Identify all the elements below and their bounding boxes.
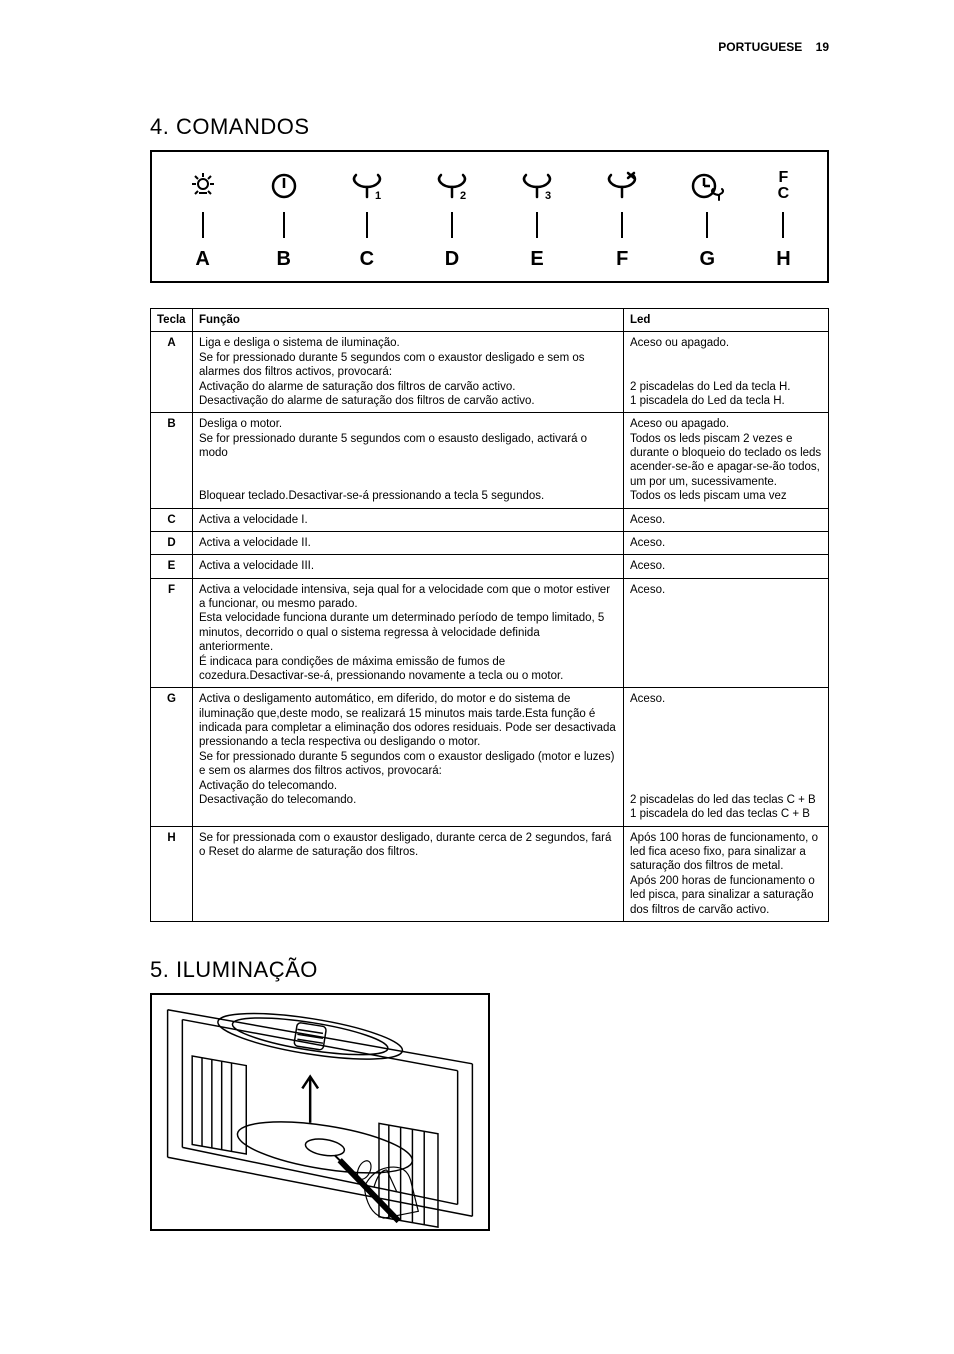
control-label-C: C <box>360 248 374 271</box>
th-led: Led <box>624 309 829 332</box>
cell-funcao: Activa o desligamento automático, em dif… <box>193 688 624 826</box>
control-label-A: A <box>195 248 209 271</box>
control-label-H: H <box>776 248 790 271</box>
cell-funcao: Desliga o motor. Se for pressionado dura… <box>193 413 624 508</box>
cell-key: D <box>151 531 193 554</box>
cell-led: Aceso. <box>624 508 829 531</box>
control-A: A <box>188 170 218 271</box>
fc-icon: F C <box>775 170 791 202</box>
table-row: GActiva o desligamento automático, em di… <box>151 688 829 826</box>
cell-funcao: Activa a velocidade III. <box>193 555 624 578</box>
fan-intensive-icon <box>605 170 639 202</box>
cell-led: Aceso ou apagado. Todos os leds piscam 2… <box>624 413 829 508</box>
cell-led: Aceso. <box>624 531 829 554</box>
section4-title: 4. COMANDOS <box>150 114 829 140</box>
cell-led: Aceso. 2 piscadelas do led das teclas C … <box>624 688 829 826</box>
cell-led: Aceso. <box>624 555 829 578</box>
power-icon <box>269 170 299 202</box>
control-B: B <box>269 170 299 271</box>
cell-led: Aceso ou apagado. 2 piscadelas do Led da… <box>624 332 829 413</box>
tick-mark <box>536 212 538 238</box>
table-row: EActiva a velocidade III.Aceso. <box>151 555 829 578</box>
cell-funcao: Activa a velocidade intensiva, seja qual… <box>193 578 624 688</box>
illumination-diagram <box>150 993 490 1231</box>
control-panel: A B 1 <box>150 150 829 283</box>
table-row: FActiva a velocidade intensiva, seja qua… <box>151 578 829 688</box>
svg-text:2: 2 <box>460 190 466 201</box>
cell-key: H <box>151 826 193 921</box>
control-label-G: G <box>700 248 716 271</box>
svg-text:3: 3 <box>545 190 551 201</box>
cell-led: Aceso. <box>624 578 829 688</box>
control-F: F <box>605 170 639 271</box>
cell-key: A <box>151 332 193 413</box>
tick-mark <box>283 212 285 238</box>
cell-led: Após 100 horas de funcionamento, o led f… <box>624 826 829 921</box>
tick-mark <box>782 212 784 238</box>
fan3-icon: 3 <box>520 170 554 202</box>
tick-mark <box>451 212 453 238</box>
header-page-number: 19 <box>816 40 829 54</box>
table-row: CActiva a velocidade I.Aceso. <box>151 508 829 531</box>
table-row: HSe for pressionada com o exaustor desli… <box>151 826 829 921</box>
th-funcao: Função <box>193 309 624 332</box>
cell-key: G <box>151 688 193 826</box>
control-C: 1 C <box>350 170 384 271</box>
control-label-B: B <box>276 248 290 271</box>
table-row: ALiga e desliga o sistema de iluminação.… <box>151 332 829 413</box>
control-G: G <box>690 170 724 271</box>
cell-key: E <box>151 555 193 578</box>
control-D: 2 D <box>435 170 469 271</box>
page: PORTUGUESE 19 4. COMANDOS <box>0 0 954 1271</box>
section5-title: 5. ILUMINAÇÃO <box>150 957 829 983</box>
table-row: BDesliga o motor. Se for pressionado dur… <box>151 413 829 508</box>
cell-funcao: Liga e desliga o sistema de iluminação. … <box>193 332 624 413</box>
control-H: F C H <box>775 170 791 271</box>
page-header: PORTUGUESE 19 <box>150 40 829 54</box>
fc-bot: C <box>778 186 790 202</box>
fan2-icon: 2 <box>435 170 469 202</box>
light-icon <box>188 170 218 202</box>
svg-text:1: 1 <box>375 190 381 201</box>
functions-table: Tecla Função Led ALiga e desliga o siste… <box>150 308 829 922</box>
table-row: DActiva a velocidade II.Aceso. <box>151 531 829 554</box>
cell-funcao: Activa a velocidade II. <box>193 531 624 554</box>
timer-icon <box>690 170 724 202</box>
control-label-E: E <box>530 248 543 271</box>
control-label-F: F <box>616 248 628 271</box>
cell-key: B <box>151 413 193 508</box>
cell-funcao: Activa a velocidade I. <box>193 508 624 531</box>
fan1-icon: 1 <box>350 170 384 202</box>
fc-top: F <box>779 170 789 186</box>
th-tecla: Tecla <box>151 309 193 332</box>
tick-mark <box>706 212 708 238</box>
cell-key: F <box>151 578 193 688</box>
control-E: 3 E <box>520 170 554 271</box>
control-label-D: D <box>445 248 459 271</box>
cell-funcao: Se for pressionada com o exaustor deslig… <box>193 826 624 921</box>
cell-key: C <box>151 508 193 531</box>
tick-mark <box>621 212 623 238</box>
tick-mark <box>366 212 368 238</box>
tick-mark <box>202 212 204 238</box>
header-language: PORTUGUESE <box>718 40 802 54</box>
